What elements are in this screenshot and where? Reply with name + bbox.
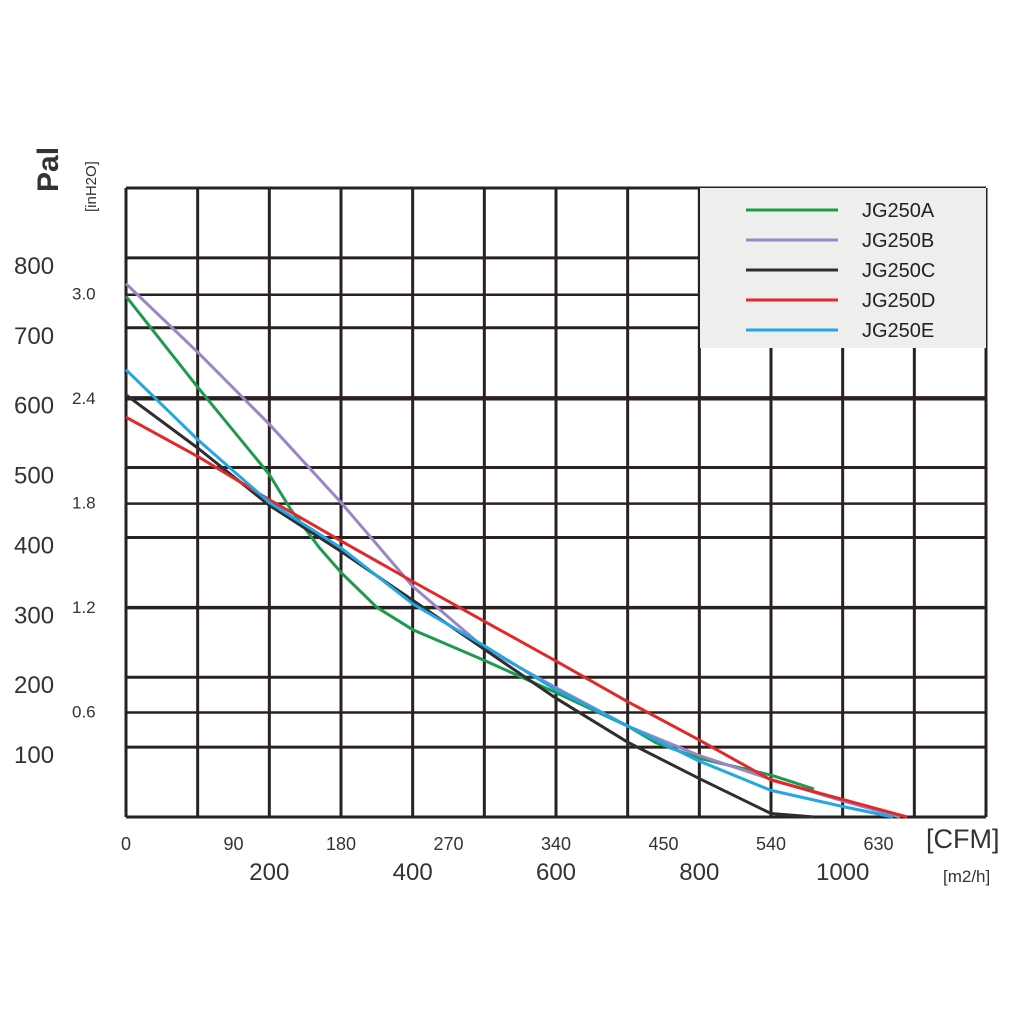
pa-tick-label: 500 <box>14 463 54 490</box>
m3h-tick-label: 400 <box>393 859 433 886</box>
pa-tick-label: 800 <box>14 253 54 280</box>
cfm-tick-label: 180 <box>326 834 356 854</box>
m3h-tick-label: 200 <box>249 859 289 886</box>
pa-tick-label: 400 <box>14 532 54 559</box>
pa-tick-label: 700 <box>14 323 54 350</box>
pa-tick-labels: 800 700 600 500 400 300 200 100 <box>14 253 54 769</box>
m3h-tick-labels: 200 400 600 800 1000 <box>249 859 869 886</box>
legend-label-jg250b: JG250B <box>862 230 934 252</box>
cfm-tick-label: 630 <box>863 834 893 854</box>
legend-box <box>700 188 986 348</box>
curves <box>124 282 908 819</box>
legend-label-jg250d: JG250D <box>862 290 935 312</box>
y-axis-inh2o-label: [inH2O] <box>83 161 100 212</box>
legend-label-jg250c: JG250C <box>862 260 935 282</box>
legend-label-jg250e: JG250E <box>862 320 934 342</box>
cfm-tick-label: 270 <box>433 834 463 854</box>
x-axis-m3h-label: [m2/h] <box>943 867 990 886</box>
pa-tick-label: 300 <box>14 602 54 629</box>
inh2o-tick-label: 1.8 <box>72 494 96 513</box>
inh2o-tick-label: 1.2 <box>72 598 96 617</box>
m3h-tick-label: 1000 <box>816 859 869 886</box>
cfm-tick-label: 340 <box>541 834 571 854</box>
series-line-jg250e <box>124 368 894 819</box>
cfm-tick-label: 540 <box>756 834 786 854</box>
cfm-tick-labels: 0 90 180 270 340 450 540 630 <box>121 834 894 854</box>
cfm-tick-label: 450 <box>648 834 678 854</box>
m3h-tick-label: 800 <box>679 859 719 886</box>
pa-tick-label: 200 <box>14 672 54 699</box>
legend: JG250A JG250B JG250C JG250D JG250E <box>700 188 986 348</box>
x-axis-cfm-label: [CFM] <box>926 824 1000 854</box>
legend-label-jg250a: JG250A <box>862 200 935 222</box>
y-axis-pa-label: Pal <box>32 147 65 192</box>
grid <box>124 186 988 819</box>
pa-tick-label: 600 <box>14 393 54 420</box>
inh2o-tick-label: 0.6 <box>72 703 96 722</box>
inh2o-tick-label: 2.4 <box>72 389 96 408</box>
pa-tick-label: 100 <box>14 742 54 769</box>
m3h-tick-label: 600 <box>536 859 576 886</box>
inh2o-tick-labels: 3.0 2.4 1.8 1.2 0.6 <box>72 285 96 722</box>
inh2o-tick-label: 3.0 <box>72 285 96 304</box>
cfm-tick-label: 0 <box>121 834 131 854</box>
cfm-tick-label: 90 <box>223 834 243 854</box>
